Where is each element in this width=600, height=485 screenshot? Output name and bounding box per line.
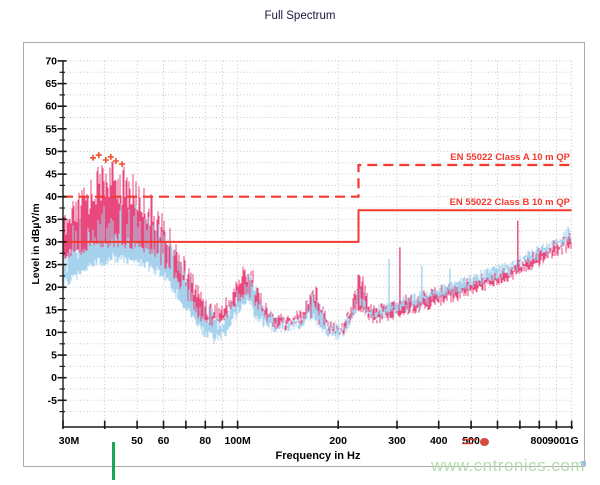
limit-line-class-b <box>63 209 572 243</box>
watermark-text: www.cntronics.com <box>431 456 585 475</box>
x-axis-title: Frequency in Hz <box>275 450 361 462</box>
svg-text:80: 80 <box>199 435 211 447</box>
svg-text:300: 300 <box>388 435 406 447</box>
spikes <box>388 220 519 308</box>
svg-text:10: 10 <box>45 327 57 339</box>
page-title: Full Spectrum <box>264 10 336 22</box>
limit-label-class-a: EN 55022 Class A 10 m QP <box>450 152 570 163</box>
peak-markers <box>90 152 126 168</box>
svg-text:1G: 1G <box>565 435 579 447</box>
trace-quasi-peak-overlay <box>63 161 558 335</box>
green-cursor-marker <box>112 442 115 480</box>
svg-text:-5: -5 <box>48 395 57 407</box>
svg-text:25: 25 <box>45 259 57 271</box>
grid <box>63 60 573 427</box>
svg-text:0: 0 <box>51 372 57 384</box>
svg-text:60: 60 <box>45 101 57 113</box>
traces <box>63 161 572 344</box>
svg-text:200: 200 <box>329 435 347 447</box>
svg-text:900: 900 <box>548 435 566 447</box>
svg-text:30M: 30M <box>59 435 80 447</box>
corner-marker <box>581 461 586 466</box>
red-scribble-annotation <box>462 438 489 446</box>
svg-text:100M: 100M <box>225 435 252 447</box>
svg-text:35: 35 <box>45 214 57 226</box>
axes <box>57 60 573 429</box>
svg-text:60: 60 <box>158 435 170 447</box>
svg-text:55: 55 <box>45 123 57 135</box>
limit-line-class-a <box>63 163 572 198</box>
y-axis-title: Level in dBµV/m <box>30 203 42 285</box>
svg-text:50: 50 <box>131 435 143 447</box>
svg-text:800: 800 <box>531 435 549 447</box>
svg-text:50: 50 <box>45 146 57 158</box>
svg-text:20: 20 <box>45 282 57 294</box>
svg-text:65: 65 <box>45 78 57 90</box>
svg-text:5: 5 <box>51 350 57 362</box>
svg-text:500: 500 <box>462 435 480 447</box>
svg-text:45: 45 <box>45 169 57 181</box>
svg-text:400: 400 <box>430 435 448 447</box>
svg-text:15: 15 <box>45 304 57 316</box>
limit-label-class-b: EN 55022 Class B 10 m QP <box>449 197 570 208</box>
svg-text:70: 70 <box>45 55 57 67</box>
svg-text:40: 40 <box>45 191 57 203</box>
svg-text:30: 30 <box>45 236 57 248</box>
